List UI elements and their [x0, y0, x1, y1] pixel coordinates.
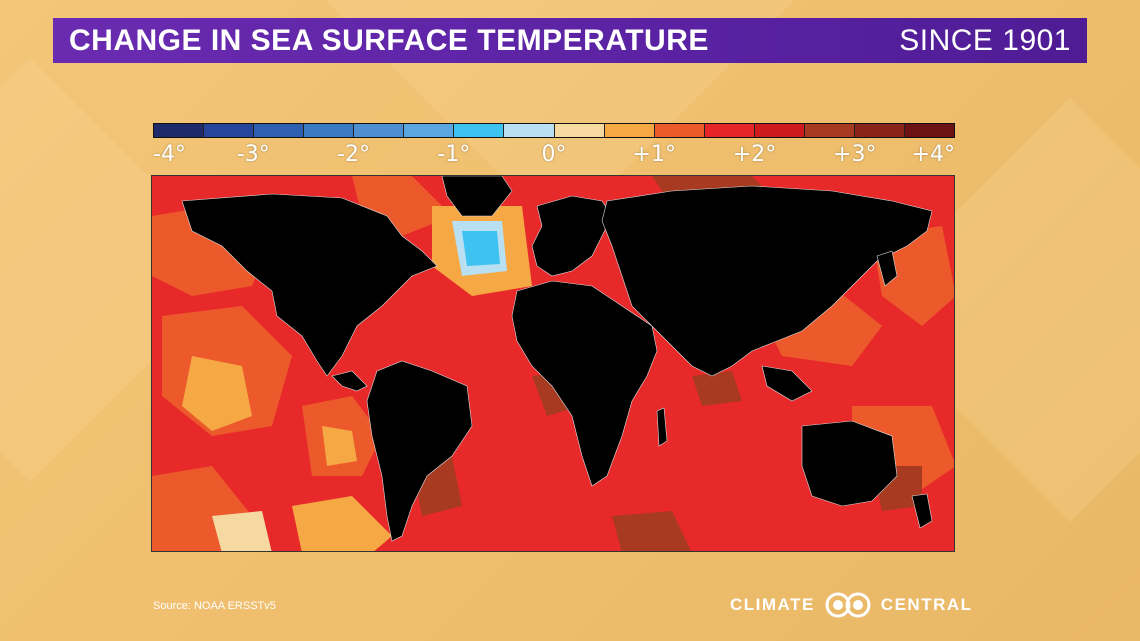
legend-label: -1°: [437, 142, 471, 167]
world-map: [151, 175, 955, 552]
climate-central-logo: CLIMATE CENTRAL: [730, 590, 973, 620]
legend-label: -3°: [236, 142, 270, 167]
legend-label: -2°: [337, 142, 370, 167]
legend-swatch: [654, 124, 705, 137]
color-legend: -4° -3° -2° -1° 0° +1° +2° +3° +4°: [153, 123, 955, 172]
new-zealand: [911, 493, 933, 529]
australia: [801, 420, 898, 507]
source-credit: Source: NOAA ERSSTv5: [153, 600, 276, 612]
central-america: [331, 370, 368, 392]
legend-swatch: [904, 124, 954, 137]
legend-label: 0°: [541, 142, 567, 167]
maritime-southeast-asia: [761, 365, 813, 402]
world-map-svg: [152, 176, 954, 551]
legend-swatch: [554, 124, 605, 137]
legend-swatch: [604, 124, 655, 137]
title-bar: CHANGE IN SEA SURFACE TEMPERATURE SINCE …: [53, 18, 1087, 63]
legend-swatch: [254, 124, 305, 137]
page-title: CHANGE IN SEA SURFACE TEMPERATURE: [69, 23, 709, 57]
legend-swatch: [454, 124, 505, 137]
legend-label: +2°: [732, 142, 777, 167]
legend-label: +1°: [632, 142, 676, 167]
brand-word-right: CENTRAL: [880, 595, 973, 614]
legend-swatch: [354, 124, 405, 137]
north-atlantic-cold-spot: [462, 231, 500, 266]
legend-swatch: [754, 124, 805, 137]
legend-swatch: [304, 124, 355, 137]
north-america: [181, 193, 438, 377]
japan: [876, 250, 898, 287]
legend-swatch: [854, 124, 905, 137]
legend-swatch: [204, 124, 255, 137]
legend-swatch: [804, 124, 855, 137]
legend-swatch: [504, 124, 555, 137]
asia: [601, 185, 933, 377]
brand-circles-icon: [825, 592, 871, 618]
page-subtitle: SINCE 1901: [899, 23, 1071, 57]
legend-color-bar: [153, 123, 955, 138]
legend-label: -4°: [153, 142, 186, 167]
legend-label: +3°: [833, 142, 877, 167]
europe: [531, 195, 613, 277]
africa: [511, 280, 658, 487]
south-america: [366, 360, 473, 542]
greenland: [441, 176, 513, 217]
madagascar: [656, 407, 668, 447]
legend-label: +4°: [911, 142, 955, 167]
legend-swatch: [404, 124, 455, 137]
legend-swatch: [704, 124, 755, 137]
legend-swatch: [154, 124, 205, 137]
land-masses: [181, 176, 933, 542]
brand-word-left: CLIMATE: [730, 595, 815, 614]
legend-labels: -4° -3° -2° -1° 0° +1° +2° +3° +4°: [153, 142, 955, 172]
